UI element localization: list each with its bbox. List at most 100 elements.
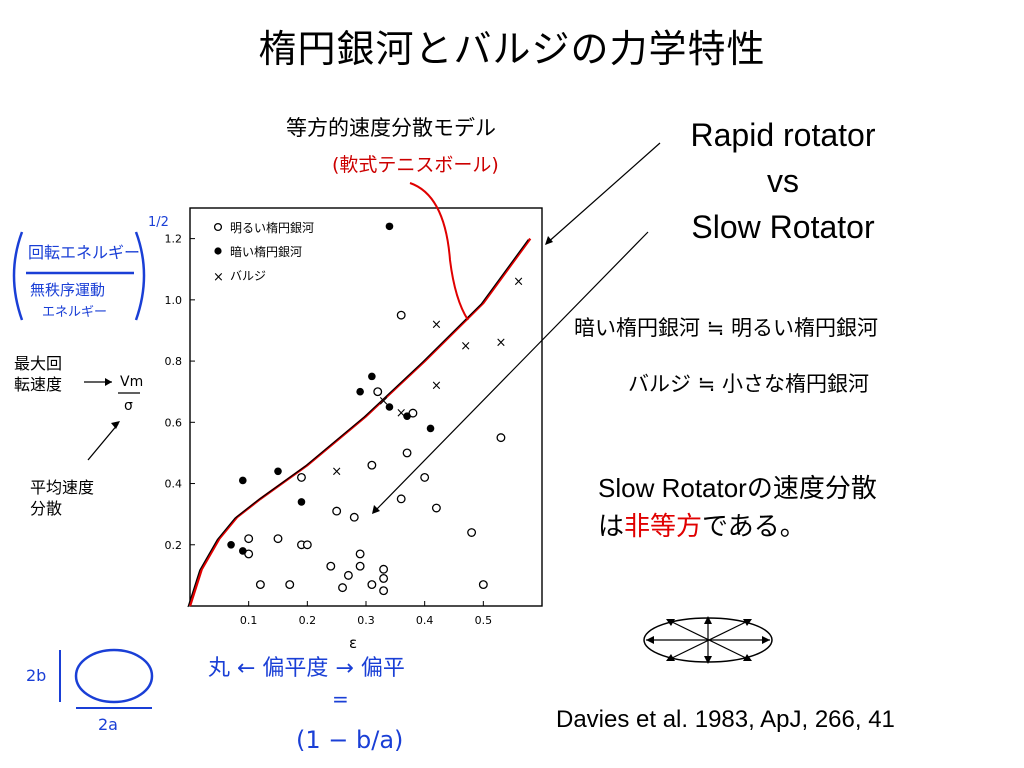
y-tick-label: 0.8 (165, 355, 183, 368)
rotator-line-2: vs (767, 163, 799, 199)
point-faint-elliptical (426, 424, 435, 433)
legend-open-label: 明るい楕円銀河 (230, 221, 314, 235)
rotator-line-3: Slow Rotator (691, 209, 875, 245)
point-bulge: × (331, 464, 342, 479)
page-title: 楕円銀河とバルジの力学特性 (258, 27, 766, 71)
equals-text: = (332, 687, 349, 711)
x-tick-label: 0.4 (416, 614, 434, 627)
citation: Davies et al. 1983, ApJ, 266, 41 (556, 706, 895, 733)
mean-dispersion-label: 平均速度 分散 (30, 477, 94, 519)
y-tick-label: 1.2 (165, 233, 183, 246)
point-faint-elliptical (297, 498, 306, 506)
y-tick-label: 0.2 (165, 539, 183, 552)
point-bright-elliptical (379, 573, 389, 583)
x-tick-label: 0.5 (475, 614, 493, 627)
max-rotation-label: 最大回 転速度 (14, 353, 62, 395)
rapid-arrow-head (545, 236, 553, 245)
point-bright-elliptical (349, 512, 359, 522)
x-tick-label: 0.2 (299, 614, 317, 627)
point-bright-elliptical (255, 580, 265, 590)
ratio-bottom-text-2: エネルギー (42, 305, 107, 320)
point-bright-elliptical (343, 570, 353, 580)
legend-cross-marker: × (213, 270, 224, 285)
legend-filled-marker (214, 247, 222, 255)
chart-legend: 明るい楕円銀河 暗い楕円銀河 × バルジ (213, 221, 314, 285)
point-bright-elliptical (326, 561, 336, 571)
point-faint-elliptical (356, 387, 364, 396)
rotator-line-1: Rapid rotator (690, 117, 876, 153)
point-bright-elliptical (367, 460, 377, 470)
ratio-bottom-text: 無秩序運動 (30, 281, 105, 299)
point-bright-elliptical (373, 387, 383, 397)
max-rotation-line-2: 転速度 (14, 375, 63, 394)
point-bright-elliptical (338, 583, 347, 593)
dim-a-text: 2a (98, 715, 118, 734)
point-bright-elliptical (496, 433, 506, 443)
model-curve-black (187, 239, 529, 608)
y-axis-ticks: 0.2 0.4 0.6 0.8 1.0 1.2 (165, 233, 195, 552)
handwritten-ellipse: 2b 2a (26, 648, 154, 734)
point-bright-elliptical (355, 561, 365, 571)
slow-rotator-arrow (373, 231, 649, 513)
scatter-chart: 0.20.40.60.81.01.2 0.1 0.2 0.3 0.4 0.5 ×××××… (165, 207, 543, 652)
slow-arrow-head (372, 505, 380, 514)
plot-frame (189, 207, 543, 607)
dim-b-text: 2b (26, 666, 46, 685)
point-bright-elliptical (302, 540, 312, 550)
point-bright-elliptical (285, 580, 295, 590)
formula-text: (1 − b/a) (296, 726, 403, 754)
inequality-bulge: バルジ ≒ 小さな楕円銀河 (628, 372, 869, 396)
inequality-ellipticals: 暗い楕円銀河 ≒ 明るい楕円銀河 (574, 316, 878, 340)
ratio-top-text: 回転エネルギー (28, 243, 140, 262)
point-bulge: × (495, 336, 506, 351)
sigma-text: σ (124, 398, 133, 414)
point-bright-elliptical (297, 472, 306, 482)
model-label: 等方的速度分散モデル (286, 116, 496, 140)
left-paren-shape (12, 231, 24, 321)
point-bulge: × (460, 339, 471, 354)
vm-sigma-label: Vm σ (118, 374, 143, 414)
mean-dispersion-line-1: 平均速度 (30, 478, 95, 497)
point-bulge: × (513, 274, 524, 289)
point-bright-elliptical (355, 549, 365, 559)
point-bulge: × (431, 379, 442, 394)
model-curve-group (187, 237, 532, 608)
x-axis-ticks: 0.1 0.2 0.3 0.4 0.5 (240, 601, 492, 627)
point-faint-elliptical (274, 467, 282, 476)
point-faint-elliptical (385, 222, 394, 231)
point-faint-elliptical (239, 476, 247, 485)
point-bright-elliptical (396, 494, 406, 504)
point-faint-elliptical (403, 412, 411, 420)
arrow-head-vm (105, 378, 112, 386)
point-faint-elliptical (368, 372, 376, 381)
point-bright-elliptical (332, 506, 342, 516)
mean-dispersion-line-2: 分散 (30, 499, 63, 518)
rapid-rotator-arrow (545, 142, 661, 245)
arrow-head-sigma (111, 421, 120, 429)
y-tick-label: 0.4 (165, 478, 183, 491)
point-bulge: × (378, 394, 389, 409)
point-bright-elliptical (431, 503, 441, 513)
conclusion-line-1: Slow Rotatorの速度分散 (598, 473, 877, 503)
point-bright-elliptical (478, 580, 488, 590)
anisotropy-ellipse-diagram (643, 616, 773, 664)
max-rotation-line-1: 最大回 (14, 354, 63, 373)
legend-cross-label: バルジ (230, 269, 266, 283)
point-bright-elliptical (244, 534, 254, 544)
model-sublabel: (軟式テニスボール) (332, 154, 499, 176)
point-bulge: × (396, 406, 407, 421)
conclusion-pre: は (598, 511, 625, 541)
point-bright-elliptical (379, 586, 389, 596)
flattening-note: 丸 ← 偏平度 → 偏平 (208, 656, 405, 681)
point-bright-elliptical (367, 580, 377, 590)
arrow-to-sigma (87, 423, 119, 461)
x-tick-label: 0.3 (357, 614, 375, 627)
rotator-heading: Rapid rotator vs Slow Rotator (668, 112, 898, 250)
data-points: × × × × × × × × (227, 222, 524, 596)
point-bright-elliptical (379, 564, 389, 574)
legend-open-marker (213, 222, 223, 232)
energy-ratio-annotation: 回転エネルギー 無秩序運動 エネルギー 1/2 (12, 215, 169, 321)
point-faint-elliptical (239, 547, 247, 555)
x-tick-label: 0.1 (240, 614, 258, 627)
